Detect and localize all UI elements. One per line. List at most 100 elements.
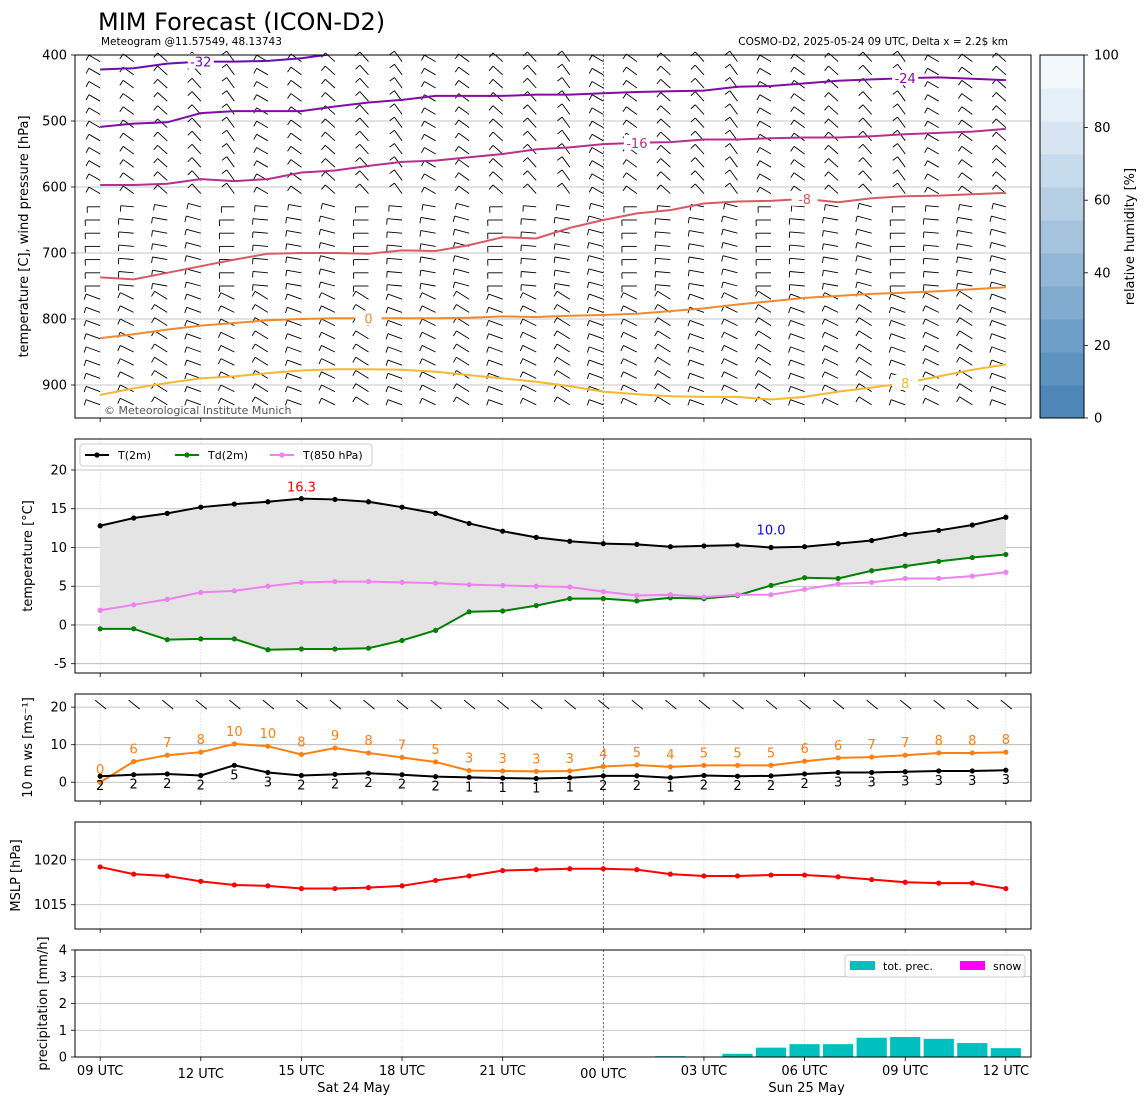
wind-barb <box>85 333 101 340</box>
series-point <box>634 867 640 873</box>
wind-barb-feather <box>721 268 724 275</box>
series-point <box>533 867 539 873</box>
series-point <box>936 750 942 756</box>
wind-barb <box>424 107 436 115</box>
wind-barb <box>957 282 973 287</box>
wind-barb <box>660 158 671 168</box>
wind-value-label: 3 <box>935 774 943 789</box>
wind-barb-feather <box>721 332 725 338</box>
wind-barb <box>157 184 168 194</box>
wind-barb <box>823 256 839 261</box>
wind-barb <box>320 228 336 234</box>
wind-barb <box>387 293 403 300</box>
wind-barb <box>290 79 302 89</box>
wind-barb <box>897 156 906 168</box>
wind-barb-feather <box>119 132 124 139</box>
wind-barb-feather <box>85 147 90 153</box>
wind-barb <box>626 119 638 128</box>
wind-barb <box>925 358 939 366</box>
wind-barb-feather <box>221 63 227 69</box>
wind-barb-feather <box>352 383 357 390</box>
y-tick-label: 0 <box>59 618 67 633</box>
wind-barb <box>729 169 738 181</box>
wind-barb-feather <box>117 358 121 365</box>
wind-barb-feather <box>956 270 958 277</box>
wind-barb <box>793 145 805 155</box>
wind-barb <box>991 255 1006 261</box>
colorbar-segment <box>1040 121 1084 155</box>
wind-barb <box>154 317 168 326</box>
series-point <box>500 775 506 781</box>
panel-frame <box>74 54 1032 419</box>
wind-barb-feather <box>989 373 993 380</box>
wind-barb-feather <box>85 160 90 167</box>
series-point <box>332 646 338 652</box>
wind-barb-feather <box>991 158 997 164</box>
wind-barb-feather <box>690 130 696 136</box>
wind-barb <box>254 330 269 340</box>
wind-barb <box>897 130 906 142</box>
wind-barb <box>857 215 872 221</box>
series-point <box>902 563 908 569</box>
wind-barb-feather <box>83 346 87 353</box>
series-point <box>131 772 137 778</box>
wind-barb-feather <box>958 159 963 165</box>
series-point <box>600 763 606 770</box>
wind-barb <box>660 184 671 194</box>
wind-barb <box>420 243 436 247</box>
wind-barb <box>420 256 436 261</box>
wind-barb-feather <box>656 145 662 151</box>
wind-barb-feather <box>488 145 494 151</box>
wind-barb <box>454 268 470 274</box>
wind-barb-feather <box>587 229 590 236</box>
wind-barb <box>88 107 101 115</box>
wind-barb <box>959 290 973 300</box>
wind-barb-feather <box>654 317 659 324</box>
series-point <box>231 882 237 888</box>
wind-barb <box>824 345 839 353</box>
wind-barb <box>590 203 604 208</box>
wind-barb-feather <box>892 182 898 188</box>
wind-value-label: 3 <box>566 752 574 767</box>
day-label: Sat 24 May <box>317 1081 390 1096</box>
wind-barb <box>186 320 201 327</box>
wind-barb-feather <box>184 359 188 366</box>
wind-barb <box>657 356 671 366</box>
wind-barb-feather <box>421 173 425 180</box>
wind-barb <box>492 131 503 142</box>
wind-barb <box>120 205 134 208</box>
wind-barb-feather <box>858 104 864 110</box>
wind-barb <box>991 293 1006 300</box>
wind-barb-feather <box>519 345 524 352</box>
series-point <box>1003 514 1009 520</box>
wind-barb-feather <box>586 373 590 380</box>
wind-barb-feather <box>151 343 155 350</box>
wind-barb <box>85 399 101 406</box>
wind-barb-feather <box>956 243 958 250</box>
series-point <box>969 573 975 579</box>
wind-barb-feather <box>253 147 258 153</box>
wind-barb-feather <box>756 94 761 101</box>
wind-barb-feather <box>989 229 992 236</box>
wind-barb-feather <box>419 384 423 391</box>
wind-barb-feather <box>824 204 826 211</box>
legend-marker <box>279 452 285 458</box>
wind-barb-feather <box>723 203 726 210</box>
series-point <box>734 542 741 548</box>
wind-value-label: 2 <box>800 777 808 792</box>
wind-barb-feather <box>83 359 87 366</box>
wind-barb <box>226 182 235 194</box>
wind-barb <box>325 118 336 128</box>
wind-barb-feather <box>924 81 928 87</box>
wind-barb <box>995 118 1007 128</box>
wind-barb-feather <box>352 357 357 363</box>
wind-barb-feather <box>85 173 90 180</box>
precip-bar <box>957 1043 988 1057</box>
wind-barb <box>554 216 570 221</box>
wind-barb <box>991 242 1006 247</box>
x-tick-label: 09 UTC <box>77 1064 123 1079</box>
wind-barb-feather <box>119 159 124 165</box>
series-point <box>97 523 103 529</box>
wind-barb <box>828 65 839 76</box>
